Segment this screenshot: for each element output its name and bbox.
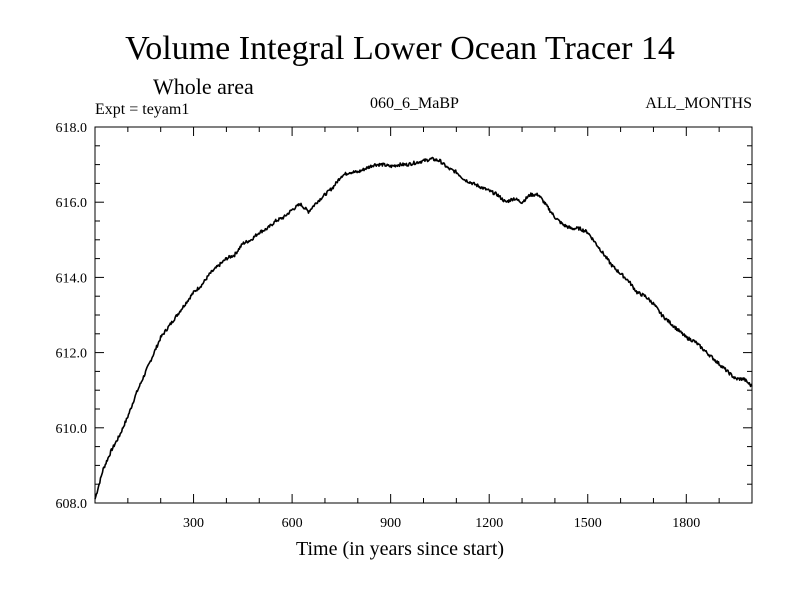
y-tick-label: 618.0 — [56, 121, 88, 136]
series-layer — [94, 156, 753, 500]
chart-subtitle: Whole area — [153, 74, 254, 99]
x-tick-label: 1800 — [672, 516, 700, 531]
y-tick-label: 610.0 — [56, 422, 88, 437]
plot-frame — [94, 126, 753, 504]
y-tick-label: 612.0 — [56, 347, 88, 362]
x-axis-label: Time (in years since start) — [295, 538, 505, 560]
y-axis-ticks: 608.0 610.0 612.0 614.0 616.0 618.0 — [56, 121, 752, 512]
x-tick-label: 900 — [380, 516, 401, 531]
experiment-label: Expt = teyam1 — [95, 101, 190, 118]
y-tick-label: 616.0 — [56, 196, 88, 211]
months-label: ALL_MONTHS — [645, 95, 752, 112]
period-label: 060_6_MaBP — [370, 95, 459, 112]
x-tick-label: 1500 — [574, 516, 602, 531]
y-tick-label: 608.0 — [56, 497, 88, 512]
series-line — [94, 156, 753, 500]
y-tick-label: 614.0 — [56, 271, 88, 286]
x-tick-label: 1200 — [475, 516, 503, 531]
x-tick-label: 300 — [183, 516, 204, 531]
chart-title: Volume Integral Lower Ocean Tracer 14 — [125, 30, 675, 67]
x-axis-ticks: 300 600 900 1200 1500 1800 — [127, 127, 720, 531]
x-tick-label: 600 — [282, 516, 303, 531]
